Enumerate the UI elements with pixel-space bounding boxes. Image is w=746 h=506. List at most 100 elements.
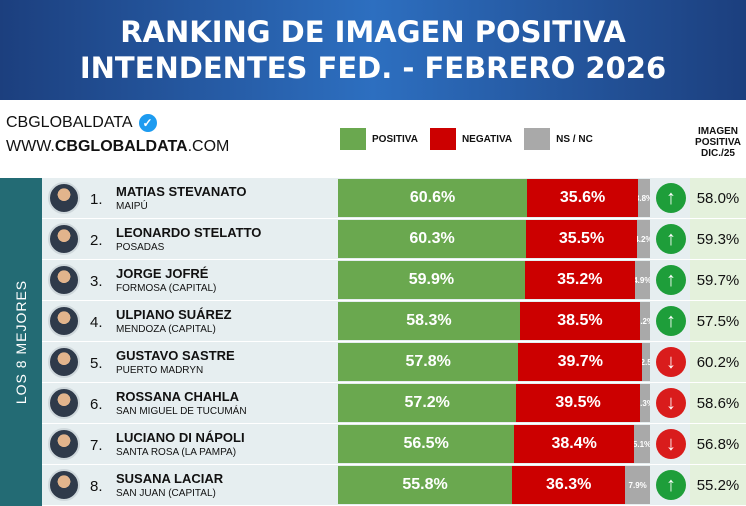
- bar-segment-nsnc: 7.9%: [625, 466, 650, 504]
- rank-number: 1.: [90, 191, 103, 208]
- verified-check-icon: ✓: [138, 114, 157, 132]
- stacked-bar: 57.8% 39.7% 2.5: [338, 343, 650, 381]
- legend: POSITIVA NEGATIVA NS / NC: [340, 128, 605, 150]
- rank-number: 6.: [90, 396, 103, 413]
- avatar: [48, 182, 80, 214]
- candidate-city: MENDOZA (CAPITAL): [116, 324, 216, 335]
- bar-segment-negativa: 38.5%: [519, 302, 640, 340]
- brand-url: WWW.CBGLOBALDATA.COM: [6, 138, 229, 156]
- candidate-name: SUSANA LACIAR: [116, 471, 224, 486]
- side-label: LOS 8 MEJORES: [13, 279, 30, 405]
- table-row: 3. JORGE JOFRÉ FORMOSA (CAPITAL) 59.9% 35.2%…: [42, 260, 746, 301]
- rank-number: 5.: [90, 355, 103, 372]
- legend-swatch-nsnc: [524, 128, 551, 150]
- side-label-bar: LOS 8 MEJORES: [0, 178, 42, 506]
- previous-value: 56.8%: [690, 424, 746, 464]
- table-row: 1.MATIAS STEVANATOMAIPÚ60.6%35.6%3.8%↑58…: [42, 178, 746, 219]
- candidate-name: MATIAS STEVANATO: [116, 184, 247, 199]
- legend-item-positiva: POSITIVA: [340, 128, 418, 150]
- rank-number: 8.: [90, 478, 103, 495]
- brand-url-prefix: WWW.: [6, 138, 55, 155]
- previous-value: 59.7%: [690, 260, 746, 300]
- bar-segment-negativa: 35.5%: [526, 220, 637, 258]
- legend-label-nsnc: NS / NC: [556, 133, 593, 145]
- table-row: 7. LUCIANO DI NÁPOLI SANTA ROSA (LA PAMPA)…: [42, 424, 746, 465]
- brand-url-bold: CBGLOBALDATA: [54, 138, 188, 155]
- bar-segment-positiva: 56.5%: [338, 425, 515, 463]
- candidate-city: MAIPÚ: [116, 201, 148, 212]
- arrow-down-icon: ↓: [656, 429, 686, 459]
- rank-number: 3.: [90, 273, 103, 290]
- bar-segment-negativa: 38.4%: [514, 425, 635, 463]
- bar-segment-positiva: 57.8%: [338, 343, 519, 381]
- previous-value: 58.6%: [690, 383, 746, 423]
- brand-name-row: CBGLOBALDATA ✓: [6, 114, 229, 132]
- bar-segment-nsnc: 4.9%: [634, 261, 650, 299]
- candidate-name: LEONARDO STELATTO: [116, 225, 262, 240]
- bar-segment-negativa: 35.2%: [524, 261, 635, 299]
- bar-segment-nsnc: 2.5: [642, 343, 650, 381]
- table-row: 8. SUSANA LACIAR SAN JUAN (CAPITAL) 55.8% 36…: [42, 465, 746, 506]
- arrow-up-icon: ↑: [656, 183, 686, 213]
- brand-block: CBGLOBALDATA ✓ WWW.CBGLOBALDATA.COM: [6, 114, 229, 156]
- bar-segment-nsnc: 3.3%: [639, 384, 650, 422]
- stacked-bar: 58.3%38.5%3.2%: [338, 302, 650, 340]
- bar-segment-positiva: 57.2%: [338, 384, 517, 422]
- stacked-bar: 60.6%35.6%3.8%: [338, 179, 650, 217]
- bar-segment-nsnc: 3.8%: [638, 179, 650, 217]
- bar-segment-negativa: 39.7%: [518, 343, 643, 381]
- candidate-name: JORGE JOFRÉ: [116, 266, 209, 281]
- arrow-down-icon: ↓: [656, 388, 686, 418]
- col-head-line-3: DIC./25: [701, 148, 735, 159]
- rank-number: 2.: [90, 232, 103, 249]
- avatar: [48, 428, 80, 460]
- ranking-rows: 1.MATIAS STEVANATOMAIPÚ60.6%35.6%3.8%↑58…: [42, 178, 746, 506]
- candidate-city: SAN JUAN (CAPITAL): [116, 488, 216, 499]
- stacked-bar: 57.2%39.5%3.3%: [338, 384, 650, 422]
- candidate-name: ROSSANA CHAHLA: [116, 389, 240, 404]
- candidate-city: SANTA ROSA (LA PAMPA): [116, 447, 237, 458]
- bar-segment-positiva: 60.6%: [338, 179, 528, 217]
- table-row: 2. LEONARDO STELATTO POSADAS 60.3%35.5%4.2%…: [42, 219, 746, 260]
- bar-segment-positiva: 55.8%: [338, 466, 513, 504]
- stacked-bar: 59.9%35.2%4.9%: [338, 261, 650, 299]
- arrow-up-icon: ↑: [656, 470, 686, 500]
- candidate-name: GUSTAVO SASTRE: [116, 348, 235, 363]
- title-line-2: INTENDENTES FED. - FEBRERO 2026: [79, 51, 667, 85]
- avatar: [48, 469, 80, 501]
- bar-segment-positiva: 58.3%: [338, 302, 520, 340]
- avatar: [48, 264, 80, 296]
- table-row: 6. ROSSANA CHAHLA SAN MIGUEL DE TUCUMÁN 57.…: [42, 383, 746, 424]
- candidate-city: FORMOSA (CAPITAL): [116, 283, 217, 294]
- col-head-line-1: IMAGEN: [698, 126, 738, 137]
- brand-name: CBGLOBALDATA: [6, 114, 133, 131]
- table-row: 4. ULPIANO SUÁREZ MENDOZA (CAPITAL) 58.3% 38…: [42, 301, 746, 342]
- stacked-bar: 56.5%38.4%5.1%: [338, 425, 650, 463]
- stacked-bar: 55.8% 36.3% 7.9%: [338, 466, 650, 504]
- bar-segment-nsnc: 3.2%: [640, 302, 650, 340]
- previous-value: 57.5%: [690, 301, 746, 341]
- legend-swatch-positiva: [340, 128, 366, 150]
- bar-segment-positiva: 59.9%: [338, 261, 525, 299]
- legend-swatch-negativa: [429, 128, 456, 150]
- candidate-city: POSADAS: [116, 242, 165, 253]
- candidate-city: PUERTO MADRYN: [116, 365, 204, 376]
- rank-number: 4.: [90, 314, 103, 331]
- bar-segment-positiva: 60.3%: [338, 220, 527, 258]
- avatar: [48, 223, 80, 255]
- col-head-line-2: POSITIVA: [695, 137, 741, 148]
- table-row: 5. GUSTAVO SASTRE PUERTO MADRYN 57.8% 39.7% 2…: [42, 342, 746, 383]
- legend-label-negativa: NEGATIVA: [461, 133, 513, 145]
- arrow-up-icon: ↑: [656, 265, 686, 295]
- title-banner: RANKING DE IMAGEN POSITIVA INTENDENTES F…: [0, 0, 746, 100]
- bar-segment-nsnc: 4.2%: [636, 220, 650, 258]
- avatar: [48, 387, 80, 419]
- candidate-name: LUCIANO DI NÁPOLI: [116, 430, 245, 445]
- title-line-1: RANKING DE IMAGEN POSITIVA: [120, 15, 626, 49]
- rank-number: 7.: [90, 437, 103, 454]
- previous-column-header: IMAGEN POSITIVA DIC./25: [690, 126, 746, 159]
- arrow-up-icon: ↑: [656, 224, 686, 254]
- legend-item-negativa: NEGATIVA: [429, 128, 513, 150]
- bar-segment-nsnc: 5.1%: [634, 425, 650, 463]
- avatar: [48, 305, 80, 337]
